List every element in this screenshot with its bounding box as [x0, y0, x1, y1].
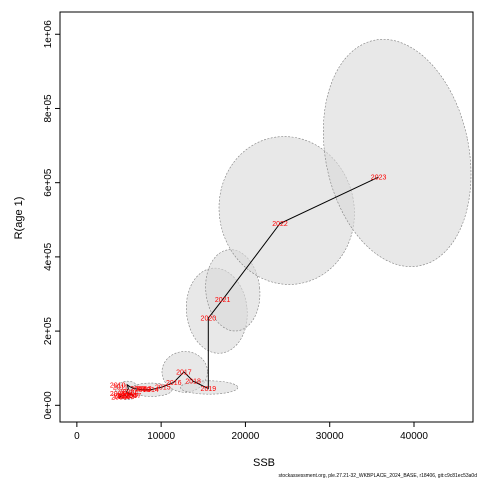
year-label-2017: 2017	[176, 369, 192, 376]
year-label-2008: 2008	[119, 389, 135, 396]
footer-caption: stockassessment.org, ple.27.21-32_WKBPLA…	[279, 473, 478, 479]
x-tick-label-0: 0	[74, 431, 80, 442]
y-tick-label-200000: 2e+05	[43, 317, 54, 346]
x-tick-label-30000: 30000	[316, 431, 344, 442]
y-tick-label-800000: 8e+05	[43, 94, 54, 123]
y-axis: 0e+00 2e+05 4e+05 6e+05 8e+05 1e+06	[43, 20, 61, 420]
y-tick-label-600000: 6e+05	[43, 168, 54, 197]
year-label-2002: 2002	[116, 393, 132, 400]
confidence-ellipse-5	[205, 249, 261, 332]
year-label-2001: 2001	[114, 394, 130, 401]
y-tick-label-0: 0e+00	[43, 391, 54, 420]
year-label-2010: 2010	[110, 382, 126, 389]
confidence-ellipses	[115, 39, 472, 401]
year-label-2014: 2014	[143, 387, 159, 394]
x-tick-label-20000: 20000	[232, 431, 260, 442]
y-tick-label-1000000: 1e+06	[43, 20, 54, 49]
year-label-2020: 2020	[201, 316, 217, 323]
year-label-2009: 2009	[130, 386, 146, 393]
confidence-ellipse-3	[180, 380, 239, 395]
year-label-2005: 2005	[110, 391, 126, 398]
year-label-2013: 2013	[135, 387, 151, 394]
year-labels: 2000200120022003200420052006200720082009…	[110, 175, 387, 402]
year-label-2011: 2011	[113, 384, 128, 391]
year-label-2016: 2016	[166, 380, 182, 387]
y-axis-label: R(age 1)	[13, 197, 25, 240]
year-label-2018: 2018	[185, 379, 201, 386]
x-axis: 0 10000 20000 30000 40000	[74, 421, 428, 442]
year-label-2022: 2022	[272, 221, 288, 228]
year-label-2019: 2019	[201, 386, 217, 393]
x-tick-label-40000: 40000	[400, 431, 428, 442]
year-label-2012: 2012	[136, 386, 152, 393]
year-label-2015: 2015	[155, 384, 171, 391]
year-label-2007: 2007	[126, 393, 142, 400]
x-axis-label: SSB	[253, 457, 275, 469]
year-label-2000: 2000	[111, 395, 127, 402]
trajectory-line	[118, 176, 379, 398]
year-label-2021: 2021	[215, 297, 231, 304]
year-label-2004: 2004	[121, 392, 137, 399]
year-label-2003: 2003	[119, 394, 135, 401]
x-tick-label-10000: 10000	[147, 431, 175, 442]
y-tick-label-400000: 4e+05	[43, 242, 54, 271]
confidence-ellipse-7	[323, 39, 472, 267]
year-label-2023: 2023	[371, 175, 387, 182]
year-label-2006: 2006	[123, 392, 139, 399]
